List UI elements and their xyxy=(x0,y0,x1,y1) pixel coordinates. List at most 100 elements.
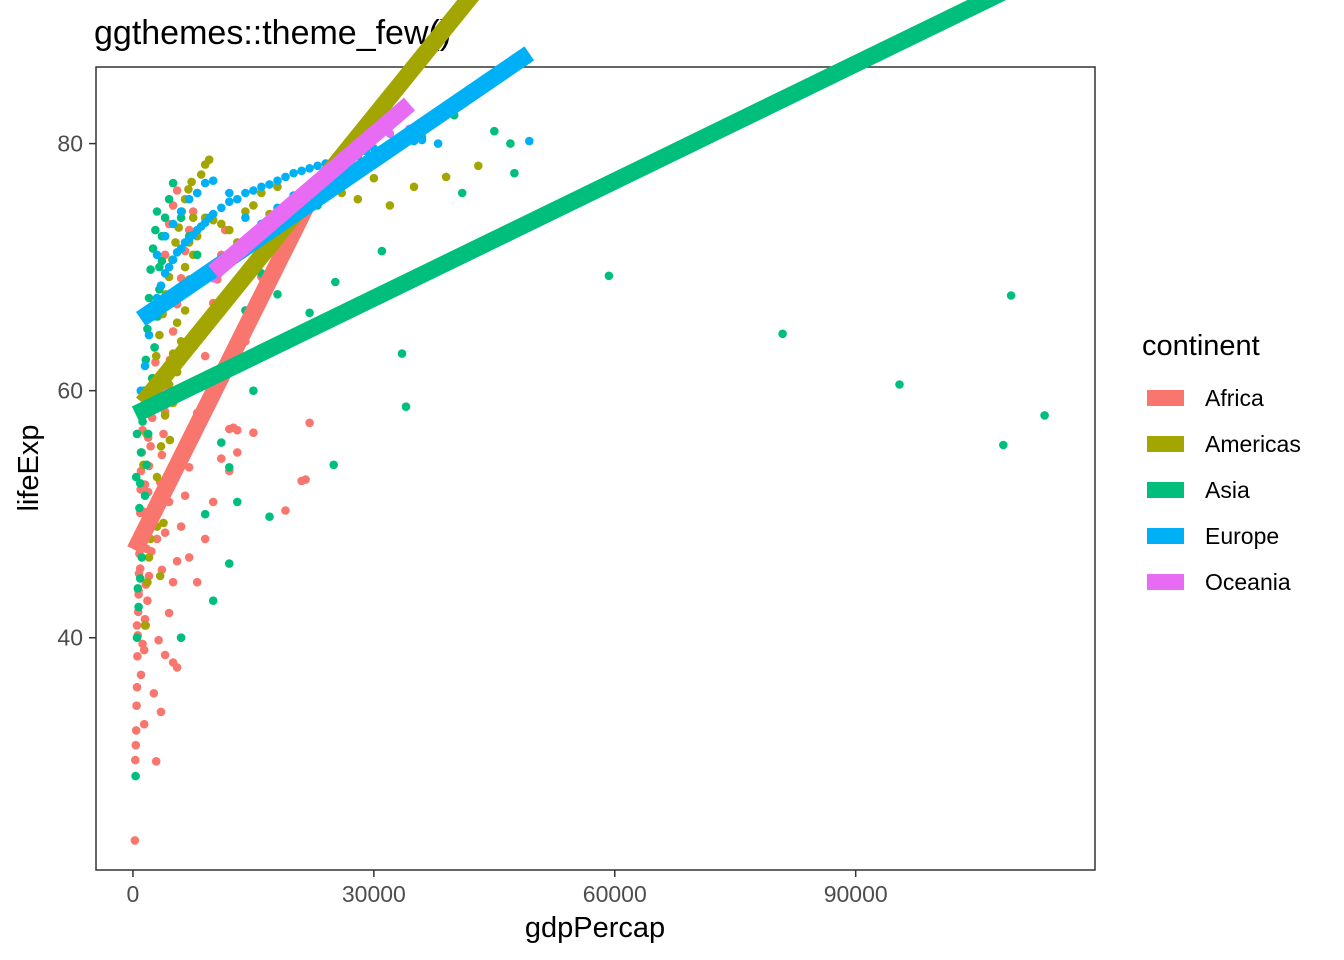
point-africa-75 xyxy=(138,639,147,649)
point-asia-12 xyxy=(144,293,154,303)
legend-key-oceania xyxy=(1147,574,1184,590)
point-americas-6 xyxy=(160,411,170,420)
point-americas-23 xyxy=(159,518,168,528)
point-americas-42 xyxy=(273,182,282,192)
point-europe-45 xyxy=(433,139,443,148)
point-africa-72 xyxy=(301,475,310,484)
point-africa-55 xyxy=(200,351,210,361)
point-africa-26 xyxy=(146,442,155,451)
point-africa-94 xyxy=(217,454,226,463)
point-americas-40 xyxy=(257,188,266,198)
point-europe-22 xyxy=(241,188,250,198)
point-asia-46 xyxy=(506,139,515,148)
point-asia-33 xyxy=(273,290,282,299)
point-europe-6 xyxy=(160,269,170,278)
point-asia-28 xyxy=(225,559,234,568)
point-africa-91 xyxy=(192,577,202,587)
x-axis-title: gdpPercap xyxy=(525,912,665,944)
point-europe-2 xyxy=(144,330,154,340)
point-europe-56 xyxy=(241,213,250,222)
point-africa-4 xyxy=(132,701,141,710)
point-asia-59 xyxy=(140,491,150,501)
point-africa-3 xyxy=(131,726,141,735)
point-asia-20 xyxy=(164,194,174,204)
point-europe-52 xyxy=(192,188,202,198)
legend-key-africa xyxy=(1147,390,1184,406)
point-asia-15 xyxy=(151,225,160,235)
point-europe-27 xyxy=(281,172,290,182)
point-asia-3 xyxy=(133,584,143,593)
y-axis-title: lifeExp xyxy=(13,424,45,511)
legend-label-europe: Europe xyxy=(1205,523,1279,549)
point-africa-6 xyxy=(133,652,142,661)
point-asia-50 xyxy=(895,380,904,389)
point-americas-48 xyxy=(369,173,379,183)
point-asia-25 xyxy=(200,509,210,519)
y-tick-label: 40 xyxy=(57,625,83,651)
point-asia-0 xyxy=(131,771,140,781)
point-europe-53 xyxy=(200,178,210,188)
point-asia-7 xyxy=(136,448,146,457)
point-europe-18 xyxy=(208,209,218,219)
point-americas-51 xyxy=(441,172,451,182)
point-europe-51 xyxy=(184,194,194,204)
point-europe-19 xyxy=(217,203,226,213)
point-asia-27 xyxy=(217,438,226,447)
point-asia-48 xyxy=(604,271,614,281)
point-africa-48 xyxy=(172,556,182,566)
point-africa-1 xyxy=(131,755,140,765)
point-asia-70 xyxy=(225,463,234,472)
point-americas-49 xyxy=(385,201,395,210)
point-asia-51 xyxy=(999,440,1008,450)
x-axis: 0 30000 60000 90000 xyxy=(127,870,888,907)
legend-key-europe xyxy=(1147,528,1184,544)
point-asia-41 xyxy=(401,402,411,412)
point-asia-21 xyxy=(168,178,178,188)
point-asia-13 xyxy=(146,265,155,274)
point-americas-15 xyxy=(196,170,206,179)
point-asia-53 xyxy=(1040,411,1049,420)
point-europe-10 xyxy=(176,244,186,253)
point-asia-54 xyxy=(132,633,142,642)
point-asia-24 xyxy=(192,250,202,260)
x-tick-label: 90000 xyxy=(824,881,888,907)
point-americas-18 xyxy=(143,577,152,587)
point-americas-39 xyxy=(249,201,258,210)
x-tick-label: 0 xyxy=(127,881,140,907)
point-americas-68 xyxy=(187,177,196,187)
legend-label-africa: Africa xyxy=(1205,385,1264,411)
point-africa-74 xyxy=(136,670,146,680)
point-africa-112 xyxy=(168,201,178,210)
point-europe-26 xyxy=(273,176,282,185)
point-europe-54 xyxy=(208,176,218,185)
point-asia-14 xyxy=(148,244,158,253)
point-asia-1 xyxy=(131,472,141,482)
y-tick-label: 80 xyxy=(57,131,83,157)
point-europe-55 xyxy=(225,188,234,198)
point-africa-38 xyxy=(168,327,178,336)
point-africa-49 xyxy=(176,522,186,531)
point-asia-67 xyxy=(157,256,167,266)
point-africa-34 xyxy=(159,429,168,439)
point-asia-60 xyxy=(142,460,151,470)
point-africa-0 xyxy=(130,836,140,845)
point-africa-65 xyxy=(249,428,258,438)
point-americas-35 xyxy=(217,219,226,229)
point-asia-64 xyxy=(150,343,159,352)
point-europe-21 xyxy=(233,194,242,204)
point-africa-93 xyxy=(208,497,218,507)
point-europe-5 xyxy=(156,281,166,291)
legend-label-oceania: Oceania xyxy=(1205,569,1291,595)
point-asia-16 xyxy=(152,207,162,216)
point-africa-73 xyxy=(305,418,314,428)
point-europe-30 xyxy=(305,164,314,173)
point-africa-33 xyxy=(157,450,167,460)
point-asia-40 xyxy=(397,349,407,358)
legend-label-americas: Americas xyxy=(1205,431,1301,457)
point-americas-2 xyxy=(144,553,154,562)
point-africa-44 xyxy=(156,707,166,717)
point-africa-30 xyxy=(152,534,162,544)
point-asia-37 xyxy=(331,277,340,287)
point-europe-1 xyxy=(140,361,150,371)
